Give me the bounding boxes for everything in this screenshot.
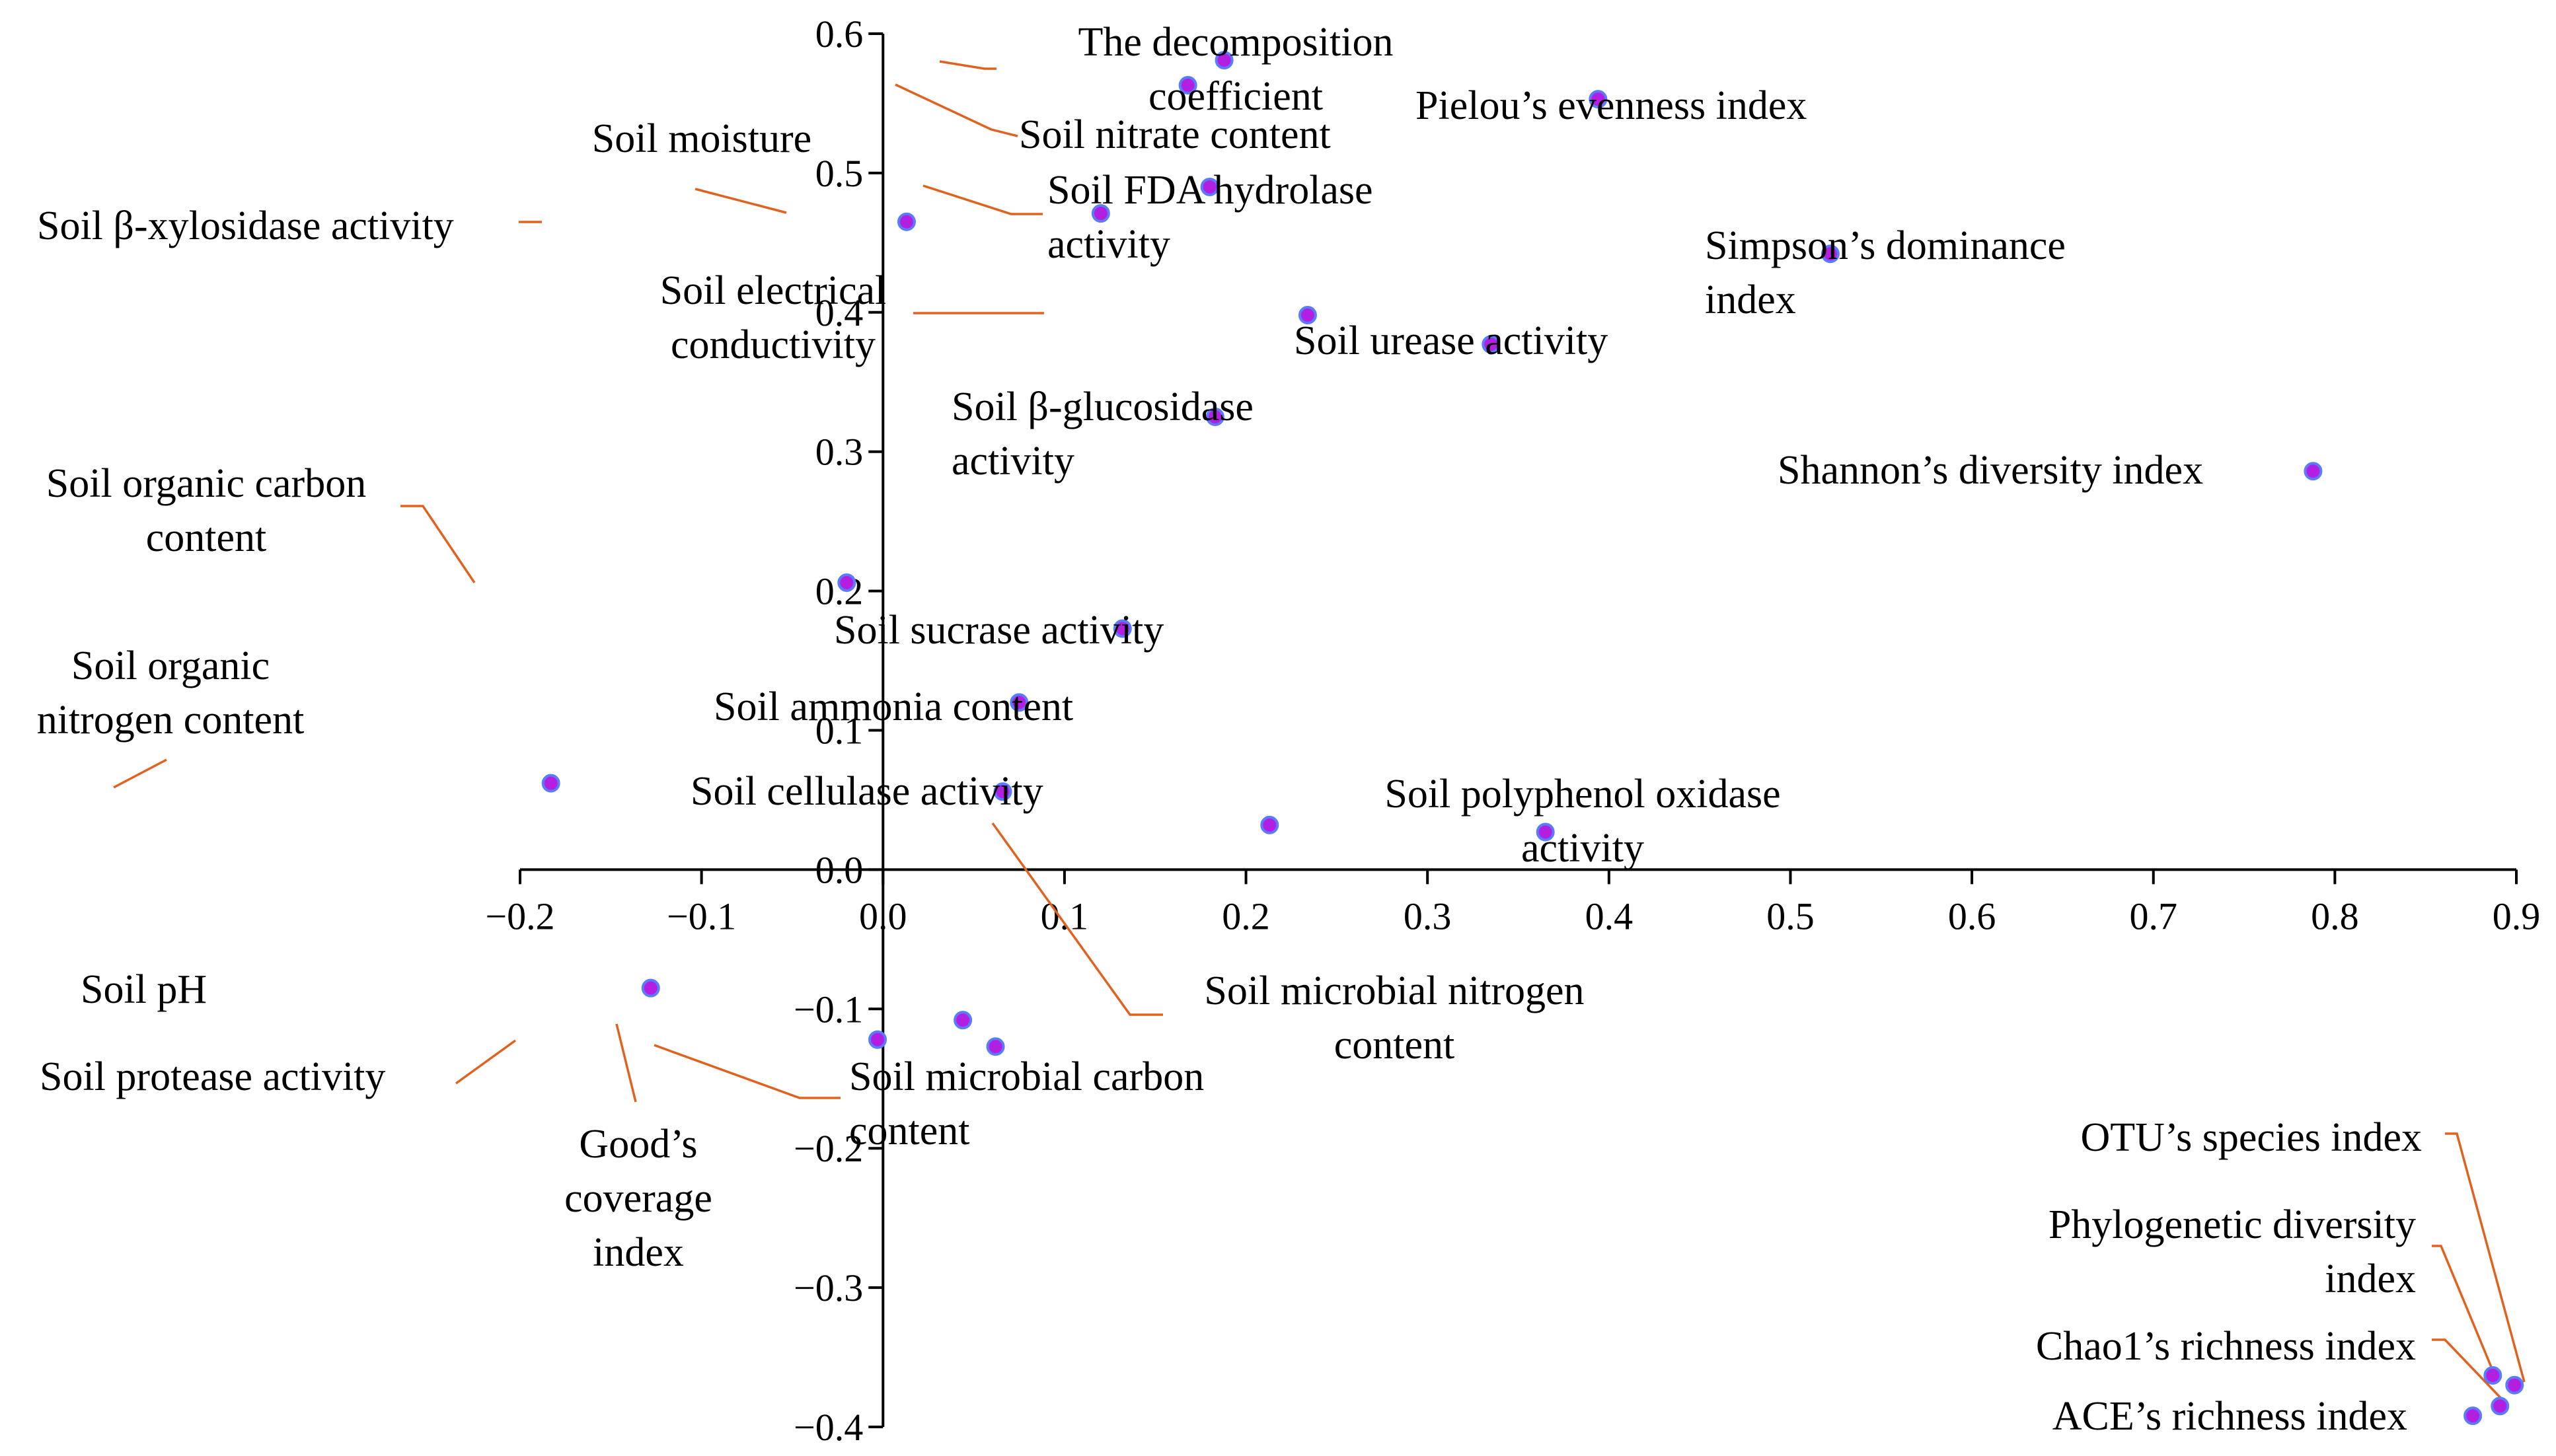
y-tick-label: −0.1 (794, 988, 863, 1031)
y-tick-label: −0.3 (794, 1266, 863, 1309)
x-tick-label: 0.9 (2493, 894, 2541, 937)
data-point (2491, 1397, 2510, 1416)
point-label: Soil ammonia content (714, 684, 1073, 729)
point-label: Shannon’s diversity index (1778, 448, 2203, 493)
point-label: Soil organic carbon content (46, 461, 366, 560)
data-point (954, 1011, 973, 1030)
leader-line (939, 60, 996, 70)
leader-lines (113, 60, 2526, 1403)
y-tick-label: 0.0 (815, 848, 864, 891)
x-tick-label: 0.6 (1948, 894, 1996, 937)
x-tick-label: 0.7 (2129, 894, 2177, 937)
axes: −0.4 −0.3 −0.2 −0.1 0.0 0.1 0.2 0.3 0.4 0.5 0.6 −0.… (485, 13, 2540, 1449)
data-point (1589, 90, 1608, 109)
data-point (2505, 1375, 2524, 1395)
point-label: The decomposition coefficient (1078, 20, 1394, 119)
leader-line (2432, 1245, 2494, 1371)
y-tick-label: −0.2 (794, 1127, 863, 1170)
y-tick-label: 0.4 (815, 291, 864, 334)
point-label: Soil moisture (592, 116, 811, 161)
data-point (1091, 204, 1110, 223)
point-label: Soil nitrate content (1019, 112, 1331, 157)
point-label: Phylogenetic diversity index (2049, 1202, 2416, 1301)
leader-line (991, 822, 1163, 1016)
y-tick-label: 0.2 (815, 570, 864, 613)
leader-line (922, 184, 1043, 215)
point-label: Simpson’s dominance index (1705, 223, 2066, 322)
data-point (1205, 407, 1224, 426)
point-label: Soil pH (81, 967, 207, 1012)
data-point (1010, 693, 1029, 712)
point-label: Soil cellulase activity (691, 769, 1043, 814)
point-label: Soil organic nitrogen content (37, 643, 305, 743)
point-label: Pielou’s evenness index (1415, 83, 1807, 128)
point-label: ACE’s richness index (2052, 1394, 2407, 1439)
leader-line (113, 758, 167, 789)
point-label: Soil urease activity (1294, 318, 1608, 363)
data-point (1482, 335, 1501, 354)
leader-line (615, 1023, 637, 1103)
data-point (1536, 822, 1555, 842)
point-label: Soil β-xylosidase activity (37, 203, 454, 248)
data-point (1298, 306, 1317, 325)
y-tick-label: 0.3 (815, 431, 864, 474)
point-label: Soil FDA hydrolase activity (1047, 168, 1373, 267)
x-tick-label: 0.2 (1222, 894, 1270, 937)
data-point (837, 573, 856, 592)
point-label: Soil protease activity (40, 1054, 385, 1099)
y-tick-label: 0.1 (815, 710, 864, 752)
point-label: Soil microbial nitrogen content (1204, 968, 1584, 1068)
data-point (993, 782, 1012, 801)
point-label: Soil β-glucosidase activity (952, 384, 1254, 484)
data-point (1113, 619, 1132, 638)
data-point (1260, 815, 1279, 834)
data-point (541, 774, 560, 793)
data-point (2304, 462, 2323, 481)
point-label: Soil sucrase activity (834, 608, 1164, 653)
point-label: Soil electrical conductivity (660, 268, 887, 367)
x-tick-label: 0.5 (1766, 894, 1815, 937)
data-point (1200, 177, 1219, 196)
data-point (1178, 76, 1197, 95)
point-label: Good’s coverage index (564, 1122, 712, 1275)
x-tick-label: 0.3 (1404, 894, 1452, 937)
y-tick-label: −0.4 (794, 1406, 863, 1449)
x-tick-label: 0.4 (1585, 894, 1634, 937)
data-point (641, 978, 660, 998)
point-label: Soil microbial carbon content (849, 1054, 1204, 1153)
leader-line (2432, 1338, 2506, 1403)
leader-line (895, 83, 1018, 137)
data-point (868, 1030, 887, 1049)
leader-line (455, 1039, 517, 1085)
leader-line (400, 505, 476, 583)
leader-line (654, 1044, 841, 1099)
data-point (1821, 244, 1840, 264)
data-points (541, 51, 2524, 1426)
data-point (2483, 1365, 2502, 1385)
x-tick-label: −0.1 (667, 894, 736, 937)
data-point (2463, 1406, 2483, 1426)
x-tick-label: 0.0 (859, 894, 907, 937)
x-tick-label: 0.8 (2311, 894, 2359, 937)
point-label: Soil polyphenol oxidase activity (1384, 772, 1780, 871)
data-point (986, 1037, 1005, 1056)
point-label: OTU’s species index (2080, 1115, 2422, 1160)
leader-line (695, 188, 787, 214)
data-point (897, 212, 916, 231)
leader-line (2445, 1132, 2526, 1383)
data-point (1215, 51, 1234, 70)
point-label: Chao1’s richness index (2036, 1324, 2416, 1369)
y-tick-label: 0.6 (815, 13, 864, 55)
x-tick-label: −0.2 (485, 894, 554, 937)
y-tick-label: 0.5 (815, 152, 864, 195)
